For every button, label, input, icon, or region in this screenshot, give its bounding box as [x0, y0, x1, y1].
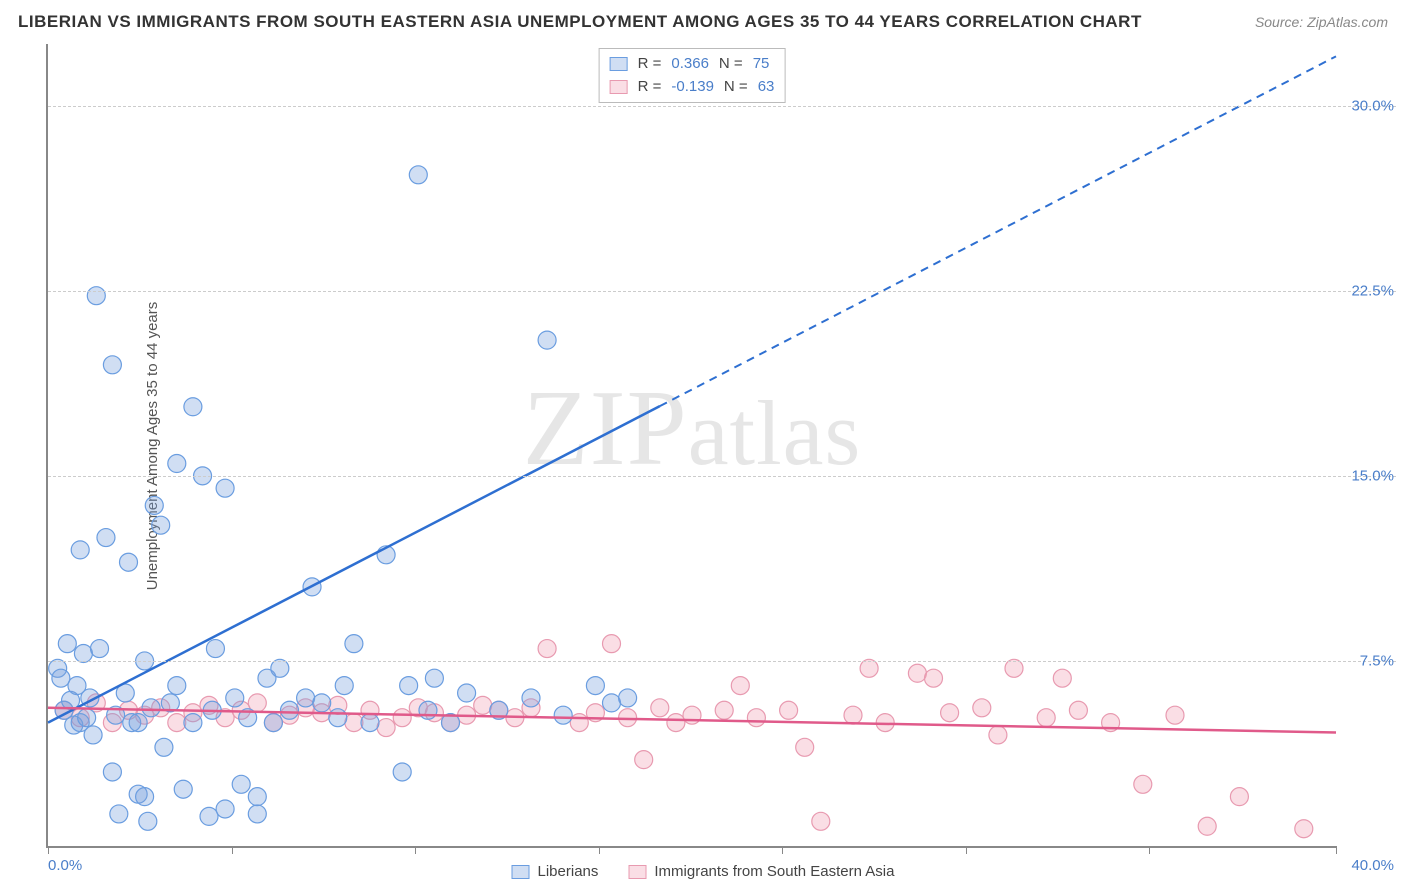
swatch-blue-icon	[512, 865, 530, 879]
y-tick-label: 7.5%	[1360, 652, 1394, 669]
legend-label-pink: Immigrants from South Eastern Asia	[654, 863, 894, 880]
r-label: R =	[638, 53, 662, 76]
x-max-label: 40.0%	[1351, 857, 1394, 874]
y-tick-label: 30.0%	[1351, 97, 1394, 114]
chart-title: LIBERIAN VS IMMIGRANTS FROM SOUTH EASTER…	[18, 12, 1142, 32]
r-label: R =	[638, 76, 662, 99]
swatch-blue-icon	[610, 57, 628, 71]
r-value-pink: -0.139	[671, 76, 714, 99]
legend-correlation: R = 0.366 N = 75 R = -0.139 N = 63	[599, 48, 786, 103]
n-value-blue: 75	[753, 53, 770, 76]
source-label: Source: ZipAtlas.com	[1255, 14, 1388, 30]
swatch-pink-icon	[628, 865, 646, 879]
plot-area: ZIPatlas R = 0.366 N = 75 R = -0.139 N =…	[46, 44, 1336, 848]
r-value-blue: 0.366	[671, 53, 709, 76]
n-label: N =	[724, 76, 748, 99]
x-origin-label: 0.0%	[48, 857, 82, 874]
swatch-pink-icon	[610, 80, 628, 94]
chart-svg	[48, 44, 1336, 846]
n-label: N =	[719, 53, 743, 76]
y-tick-label: 15.0%	[1351, 467, 1394, 484]
y-tick-label: 22.5%	[1351, 282, 1394, 299]
legend-series: Liberians Immigrants from South Eastern …	[512, 863, 895, 880]
n-value-pink: 63	[758, 76, 775, 99]
legend-label-blue: Liberians	[538, 863, 599, 880]
